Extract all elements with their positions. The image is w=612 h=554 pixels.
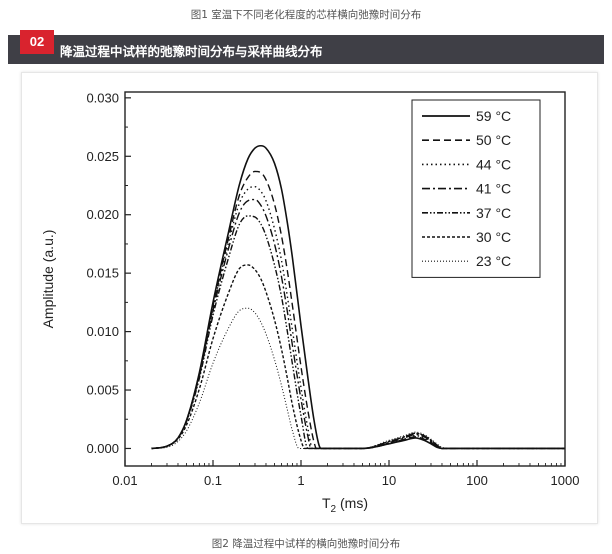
x-tick-label: 1 — [297, 473, 304, 488]
figure-frame: 0.000 0.005 0.010 0.015 0.020 0.025 0.030 0.01 0… — [21, 72, 598, 524]
y-tick-label: 0.010 — [86, 324, 119, 339]
x-axis-label-main: T — [322, 495, 331, 511]
legend: 59 °C 50 °C 44 °C 41 °C 37 °C 30 °C 23 °C — [411, 99, 541, 278]
x-tick-label: 100 — [466, 473, 488, 488]
legend-label: 37 °C — [476, 205, 511, 221]
x-tick-label: 0.01 — [112, 473, 137, 488]
x-axis-label: T2 (ms) — [322, 495, 368, 515]
legend-label: 41 °C — [476, 181, 511, 197]
series-line-2 — [151, 170, 565, 450]
y-axis-label: Amplitude (a.u.) — [40, 230, 56, 329]
series-line-1 — [151, 144, 565, 450]
x-tick-label: 1000 — [551, 473, 580, 488]
section-header: 02 降温过程中试样的弛豫时间分布与采样曲线分布 — [8, 30, 604, 64]
y-tick-label: 0.030 — [86, 90, 119, 105]
x-tick-label: 0.1 — [204, 473, 222, 488]
plot-area — [124, 91, 566, 467]
series-line-5 — [151, 215, 565, 450]
chart-ticks: 0.000 0.005 0.010 0.015 0.020 0.025 0.030 0.01 0… — [86, 90, 579, 488]
y-tick-label: 0.005 — [86, 383, 119, 398]
y-tick-label: 0.000 — [86, 441, 119, 456]
x-axis-label-unit: (ms) — [336, 495, 368, 511]
y-tick-label: 0.020 — [86, 207, 119, 222]
series-line-7 — [151, 307, 565, 449]
legend-label: 44 °C — [476, 156, 511, 172]
section-number: 02 — [20, 30, 54, 54]
legend-label: 23 °C — [476, 253, 511, 269]
y-tick-label: 0.025 — [86, 149, 119, 164]
legend-label: 59 °C — [476, 108, 511, 124]
section-title: 降温过程中试样的弛豫时间分布与采样曲线分布 — [60, 44, 323, 59]
legend-label: 50 °C — [476, 132, 511, 148]
chart: 0.000 0.005 0.010 0.015 0.020 0.025 0.030 0.01 0… — [40, 90, 579, 515]
top-caption: 图1 室温下不同老化程度的芯样横向弛豫时间分布 — [190, 9, 422, 21]
x-tick-label: 10 — [382, 473, 396, 488]
x-axis-label-subscript: 2 — [331, 504, 337, 515]
series-line-4 — [151, 198, 565, 450]
bottom-caption: 图2 降温过程中试样的横向弛豫时间分布 — [211, 538, 401, 550]
series-line-6 — [151, 264, 565, 450]
axis-labels: Amplitude (a.u.) T2 (ms) — [40, 230, 368, 515]
legend-label: 30 °C — [476, 229, 511, 245]
chart-series — [151, 144, 565, 450]
y-tick-label: 0.015 — [86, 266, 119, 281]
